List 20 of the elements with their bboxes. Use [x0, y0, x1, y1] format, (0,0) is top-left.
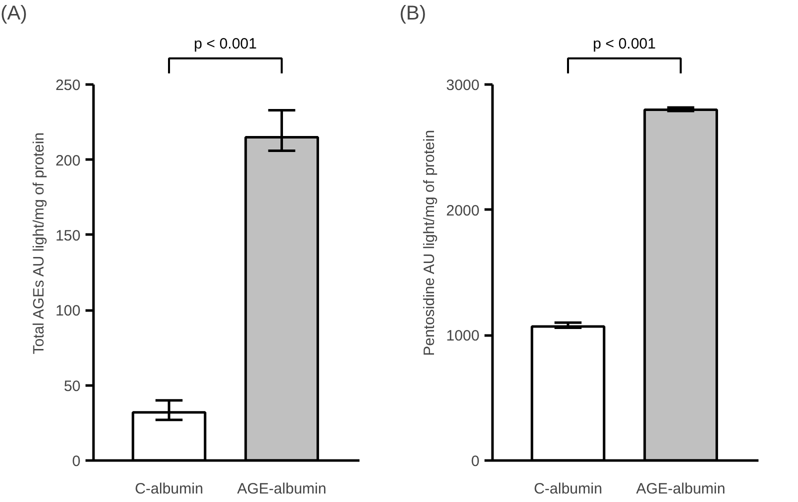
y-tick-label: 100: [55, 302, 81, 320]
text: p < 0.001: [194, 36, 257, 53]
y-tick-label: 200: [55, 152, 81, 170]
y-tick-label: 1000: [446, 328, 480, 345]
y-tick-label: 3000: [446, 77, 480, 94]
y-tick-label: 0: [72, 453, 80, 470]
y-tick-label: 50: [64, 378, 81, 395]
y-axis-title: Pentosidine AU light/mg of protein: [421, 130, 438, 356]
y-tick-label: 2000: [446, 202, 480, 220]
chart-title: (B): [400, 2, 426, 24]
x-tick-label: AGE-albumin: [636, 480, 726, 498]
x-tick-label: AGE-albumin: [237, 480, 326, 498]
y-tick-label: 250: [55, 77, 81, 94]
x-tick-label: C-albumin: [134, 480, 204, 498]
y-tick-label: 0: [471, 453, 480, 470]
text: p < 0.001: [592, 36, 656, 53]
y-tick-label: 150: [55, 227, 81, 244]
y-axis-title: Total AGEs AU light/mg of protein: [30, 132, 48, 354]
x-tick-label: C-albumin: [534, 480, 602, 498]
chart-title: (A): [0, 2, 28, 24]
